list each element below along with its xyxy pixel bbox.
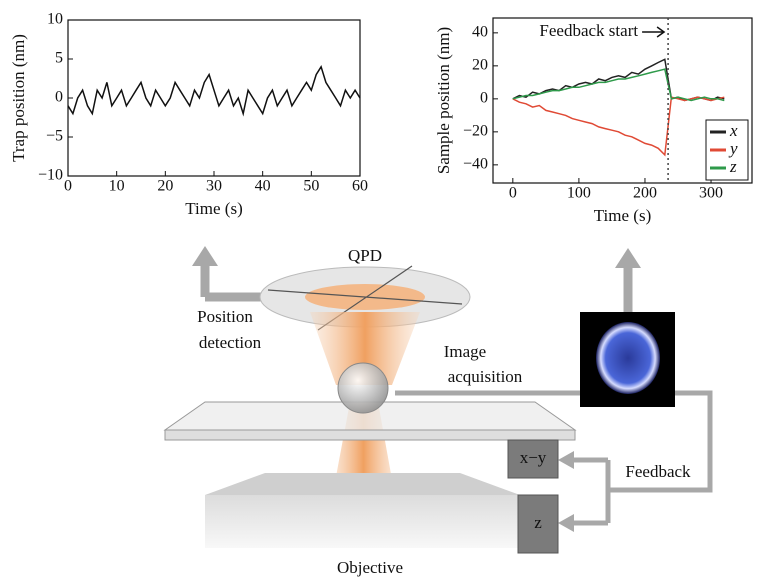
objective-top bbox=[205, 473, 520, 495]
y-tick-label: −20 bbox=[463, 123, 488, 140]
x-tick-label: 0 bbox=[64, 178, 72, 195]
x-tick-label: 50 bbox=[303, 178, 319, 195]
x-tick-label: 10 bbox=[109, 178, 125, 195]
label: Feedback bbox=[625, 462, 691, 481]
bead-image bbox=[596, 322, 660, 394]
label: detection bbox=[199, 333, 262, 352]
y-tick-label: −10 bbox=[38, 167, 63, 184]
legend-label: y bbox=[728, 139, 738, 158]
arrow-head bbox=[558, 514, 574, 532]
diagram: QPD Position detection Image acquisition… bbox=[165, 246, 710, 577]
label: z bbox=[534, 513, 542, 532]
arrow-head bbox=[558, 451, 574, 469]
label: Image bbox=[444, 342, 486, 361]
series-line bbox=[513, 59, 725, 100]
x-tick-label: 200 bbox=[633, 185, 657, 202]
series-line bbox=[513, 97, 725, 155]
plot-frame bbox=[68, 20, 360, 176]
y-tick-label: 5 bbox=[55, 50, 63, 67]
label: acquisition bbox=[448, 367, 523, 386]
x-tick-label: 60 bbox=[352, 178, 368, 195]
y-tick-label: 40 bbox=[472, 24, 488, 41]
x-tick-label: 300 bbox=[699, 185, 723, 202]
y-tick-label: −5 bbox=[46, 128, 63, 145]
y-tick-label: 10 bbox=[47, 11, 63, 28]
x-tick-label: 100 bbox=[567, 185, 591, 202]
series-line bbox=[513, 69, 725, 100]
objective bbox=[205, 495, 520, 548]
annotation-arrow bbox=[642, 27, 664, 37]
bead bbox=[338, 363, 388, 413]
y-axis-label: Trap position (nm) bbox=[9, 34, 28, 162]
x-tick-label: 30 bbox=[206, 178, 222, 195]
y-tick-label: 20 bbox=[472, 57, 488, 74]
y-tick-label: 0 bbox=[480, 90, 488, 107]
x-tick-label: 20 bbox=[157, 178, 173, 195]
label: x−y bbox=[520, 448, 547, 467]
x-axis-label: Time (s) bbox=[185, 199, 242, 218]
x-tick-label: 40 bbox=[255, 178, 271, 195]
y-tick-label: −40 bbox=[463, 156, 488, 173]
arrow-head bbox=[615, 248, 641, 268]
label: QPD bbox=[348, 246, 382, 265]
series-line bbox=[68, 67, 360, 114]
label: Position bbox=[197, 307, 253, 326]
x-axis-label: Time (s) bbox=[594, 206, 651, 225]
x-tick-label: 0 bbox=[509, 185, 517, 202]
y-axis-label: Sample position (nm) bbox=[434, 27, 453, 174]
label: Objective bbox=[337, 558, 403, 577]
slide-edge bbox=[165, 430, 575, 440]
arrow bbox=[205, 262, 268, 297]
annotation-text: Feedback start bbox=[539, 21, 638, 40]
figure: QPD Position detection Image acquisition… bbox=[0, 0, 767, 582]
legend-label: z bbox=[729, 157, 737, 176]
legend-label: x bbox=[729, 121, 738, 140]
y-tick-label: 0 bbox=[55, 89, 63, 106]
arrow-head bbox=[192, 246, 218, 266]
